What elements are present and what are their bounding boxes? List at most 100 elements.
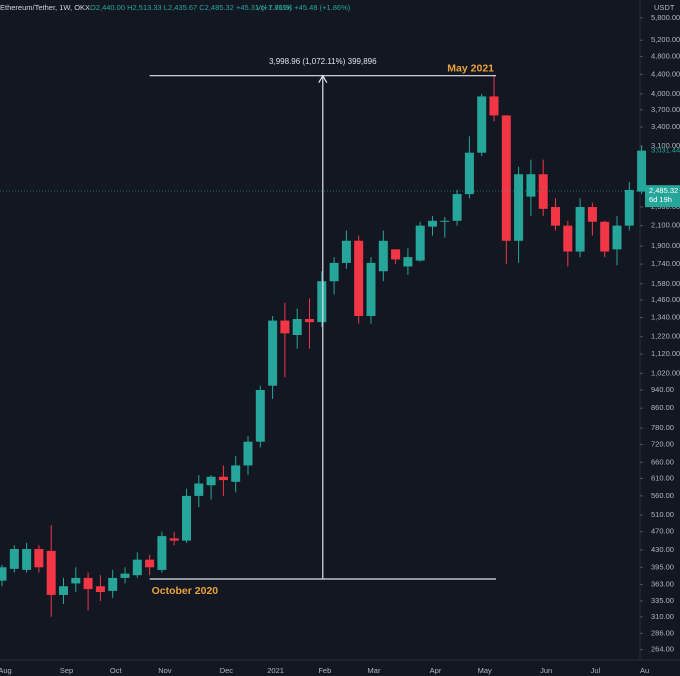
candle-body xyxy=(280,320,290,334)
x-tick-label: Oct xyxy=(110,666,123,675)
y-tick-label: 940.00 xyxy=(651,385,674,394)
y-tick-label: 1,020.00 xyxy=(651,368,680,377)
y-tick-label: 3,400.00 xyxy=(651,122,680,131)
candle-body xyxy=(587,207,597,222)
x-tick-label: Jun xyxy=(540,666,552,675)
candle-body xyxy=(182,495,191,541)
candle-body xyxy=(34,548,44,568)
candle-body xyxy=(354,240,364,316)
candle-body xyxy=(59,586,68,595)
candle-body xyxy=(378,240,388,272)
y-tick-label: 5,200.00 xyxy=(651,35,680,44)
y-tick-label: 4,400.00 xyxy=(651,69,680,78)
arrow-head xyxy=(318,74,328,83)
candle-body xyxy=(514,174,524,241)
candle-body xyxy=(169,538,179,541)
y-tick-label: 720.00 xyxy=(651,439,674,448)
candle-body xyxy=(612,225,622,250)
y-tick-label: 363.00 xyxy=(651,580,674,589)
candle-body xyxy=(551,207,560,226)
candle-body xyxy=(305,319,314,323)
y-tick-label: 560.00 xyxy=(651,491,674,500)
candle-body xyxy=(268,320,278,386)
start-label: October 2020 xyxy=(152,585,219,597)
candle-body xyxy=(120,573,130,578)
y-tick-label: 1,120.00 xyxy=(651,349,680,358)
x-tick-label: Mar xyxy=(368,666,381,675)
candle-body xyxy=(132,559,142,576)
candle-body xyxy=(477,96,487,153)
candle-body xyxy=(157,536,167,570)
measure-text: 3,998.96 (1,072.11%) 399,896 xyxy=(269,57,377,66)
y-tick-label: 660.00 xyxy=(651,457,674,466)
candle-body xyxy=(464,152,474,195)
y-tick-label: 1,900.00 xyxy=(651,241,680,250)
x-tick-label: Nov xyxy=(158,666,172,675)
x-tick-label: Aug xyxy=(0,666,12,675)
candle-body xyxy=(415,225,425,261)
high-marker-label: 3,031.44 xyxy=(651,146,680,155)
end-label: May 2021 xyxy=(447,62,494,74)
y-tick-label: 470.00 xyxy=(651,527,674,536)
candle-body xyxy=(526,174,536,197)
y-tick-label: 1,340.00 xyxy=(651,312,680,321)
x-tick-label: Dec xyxy=(220,666,234,675)
candle-body xyxy=(145,559,155,568)
candle-body xyxy=(206,476,216,486)
y-tick-label: 610.00 xyxy=(651,473,674,482)
y-tick-label: 264.00 xyxy=(651,645,674,654)
candle-body xyxy=(563,225,573,252)
candle-body xyxy=(501,115,511,241)
symbol: Ethereum/Tether, 1W, OKX xyxy=(0,3,90,12)
candle-body xyxy=(243,441,253,466)
last-price-label: 2,485.32 xyxy=(649,186,678,195)
candle-body xyxy=(637,150,647,192)
y-tick-label: 310.00 xyxy=(651,612,674,621)
candle-body xyxy=(624,189,634,226)
candle-body xyxy=(452,194,462,221)
candle-body xyxy=(46,550,56,595)
y-tick-label: 1,460.00 xyxy=(651,295,680,304)
candle-body xyxy=(391,249,401,260)
candle-body xyxy=(600,221,610,252)
y-tick-label: 286.00 xyxy=(651,628,674,637)
candle-body xyxy=(22,548,32,570)
y-tick-label: 780.00 xyxy=(651,423,674,432)
candle-body xyxy=(292,319,302,336)
ohlc: O2,440.00 H2,513.33 L2,435.67 C2,485.32 … xyxy=(90,3,292,12)
x-tick-label: Feb xyxy=(318,666,331,675)
y-tick-label: 4,800.00 xyxy=(651,52,680,61)
candle-body xyxy=(341,240,351,263)
candle-body xyxy=(317,281,327,323)
last-price-box xyxy=(645,185,680,208)
candle-body xyxy=(0,567,7,581)
y-tick-label: 395.00 xyxy=(651,562,674,571)
y-tick-label: 430.00 xyxy=(651,545,674,554)
candle-body xyxy=(366,262,376,316)
candle-body xyxy=(403,257,413,267)
x-tick-label: 2021 xyxy=(267,666,284,675)
candle-body xyxy=(329,262,339,282)
x-tick-label: Apr xyxy=(430,666,442,675)
candle-body xyxy=(218,476,228,481)
y-tick-label: 4,000.00 xyxy=(651,89,680,98)
candle-body xyxy=(489,96,499,116)
y-tick-label: 335.00 xyxy=(651,596,674,605)
candle-body xyxy=(9,548,19,569)
x-tick-label: Sep xyxy=(60,666,73,675)
countdown: 6d 19h xyxy=(649,195,672,204)
y-tick-label: 510.00 xyxy=(651,510,674,519)
x-tick-label: May xyxy=(478,666,492,675)
y-tick-label: 860.00 xyxy=(651,403,674,412)
candle-body xyxy=(575,207,585,252)
y-tick-label: 5,800.00 xyxy=(651,13,680,22)
candle-body xyxy=(428,220,437,227)
y-tick-label: 1,740.00 xyxy=(651,259,680,268)
y-tick-label: 3,100.00 xyxy=(651,141,680,150)
candle-body xyxy=(83,577,93,590)
candle-body xyxy=(440,220,450,222)
y-tick-label: 1,220.00 xyxy=(651,332,680,341)
candle-body xyxy=(95,586,105,593)
